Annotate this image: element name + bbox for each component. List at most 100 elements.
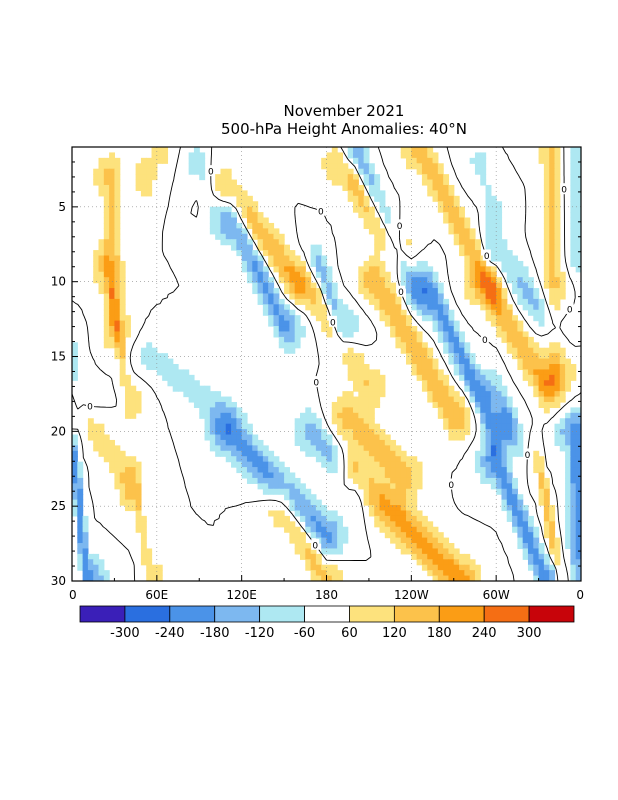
anomaly-cell: [384, 521, 391, 528]
anomaly-cell: [103, 266, 110, 273]
anomaly-cell: [395, 510, 402, 517]
anomaly-cell: [93, 439, 100, 446]
anomaly-cell: [347, 461, 354, 468]
anomaly-cell: [406, 537, 412, 544]
anomaly-cell: [549, 364, 556, 371]
anomaly-cell: [490, 206, 497, 213]
contour-label-bg: [312, 376, 321, 388]
anomaly-cell: [448, 212, 455, 219]
anomaly-cell: [342, 418, 349, 425]
anomaly-cell: [538, 358, 545, 365]
anomaly-cell: [363, 418, 370, 425]
anomaly-cell: [215, 418, 222, 425]
anomaly-cell: [490, 320, 497, 327]
anomaly-cell: [162, 152, 169, 159]
anomaly-cell: [517, 537, 524, 544]
anomaly-cell: [543, 174, 550, 181]
anomaly-cell: [353, 179, 359, 186]
anomaly-cell: [289, 266, 296, 273]
anomaly-cell: [501, 445, 508, 452]
anomaly-cell: [480, 423, 487, 430]
anomaly-cell: [257, 456, 264, 463]
anomaly-cell: [501, 250, 508, 257]
anomaly-cell: [512, 515, 518, 522]
anomaly-cell: [533, 467, 540, 474]
anomaly-cell: [554, 157, 561, 164]
anomaly-cell: [549, 244, 556, 251]
anomaly-cell: [406, 331, 412, 338]
anomaly-cell: [82, 570, 89, 577]
anomaly-cell: [172, 369, 179, 376]
anomaly-cell: [464, 374, 471, 381]
anomaly-cell: [72, 364, 78, 371]
anomaly-cell: [469, 266, 476, 273]
anomaly-cell: [517, 494, 524, 501]
anomaly-cell: [480, 461, 487, 468]
colorbar-swatch: [393, 605, 440, 623]
anomaly-cell: [453, 434, 460, 441]
anomaly-cell: [570, 499, 577, 506]
anomaly-cell: [384, 445, 391, 452]
anomaly-cell: [501, 429, 508, 436]
anomaly-cell: [443, 336, 450, 343]
anomaly-cell: [485, 315, 492, 322]
anomaly-cell: [427, 184, 434, 191]
anomaly-cell: [103, 434, 110, 441]
anomaly-cell: [453, 217, 460, 224]
anomaly-cell: [130, 461, 137, 468]
anomaly-cell: [305, 304, 312, 311]
anomaly-cell: [554, 548, 561, 555]
anomaly-cell: [480, 288, 487, 295]
anomaly-cell: [109, 260, 116, 267]
anomaly-cell: [496, 439, 503, 446]
anomaly-cell: [236, 190, 243, 197]
anomaly-cell: [527, 374, 534, 381]
anomaly-cell: [257, 212, 264, 219]
anomaly-cell: [469, 564, 476, 571]
anomaly-cell: [236, 250, 243, 257]
anomaly-cell: [305, 418, 312, 425]
anomaly-cell: [570, 510, 577, 517]
anomaly-cell: [506, 515, 513, 522]
anomaly-cell: [538, 494, 545, 501]
anomaly-cell: [109, 439, 116, 446]
anomaly-cell: [421, 548, 428, 555]
anomaly-cell: [326, 277, 333, 284]
anomaly-cell: [93, 168, 100, 175]
anomaly-cell: [310, 288, 317, 295]
anomaly-cell: [459, 423, 465, 430]
anomaly-cell: [400, 326, 407, 333]
anomaly-cell: [384, 483, 391, 490]
anomaly-cell: [368, 255, 375, 262]
anomaly-cell: [326, 461, 333, 468]
anomaly-cell: [575, 201, 581, 208]
anomaly-cell: [517, 521, 524, 528]
anomaly-cell: [337, 396, 343, 403]
anomaly-cell: [305, 434, 312, 441]
anomaly-cell: [512, 439, 518, 446]
anomaly-cell: [284, 526, 290, 533]
anomaly-cell: [570, 407, 577, 414]
anomaly-cell: [353, 396, 359, 403]
anomaly-cell: [151, 358, 158, 365]
anomaly-cell: [549, 163, 556, 170]
anomaly-cell: [268, 477, 275, 484]
anomaly-cell: [575, 244, 581, 251]
anomaly-cell: [353, 445, 359, 452]
anomaly-cell: [374, 374, 381, 381]
anomaly-cell: [570, 163, 577, 170]
anomaly-cell: [331, 570, 338, 577]
anomaly-cell: [353, 380, 359, 387]
anomaly-cell: [448, 309, 455, 316]
anomaly-cell: [565, 521, 571, 528]
anomaly-cell: [427, 309, 434, 316]
anomaly-cell: [125, 456, 131, 463]
anomaly-cell: [554, 222, 561, 229]
anomaly-cell: [437, 532, 444, 539]
anomaly-cell: [538, 391, 545, 398]
anomaly-cell: [543, 244, 550, 251]
anomaly-cell: [506, 250, 513, 257]
anomaly-cell: [199, 401, 206, 408]
anomaly-cell: [172, 385, 179, 392]
anomaly-cell: [103, 179, 110, 186]
